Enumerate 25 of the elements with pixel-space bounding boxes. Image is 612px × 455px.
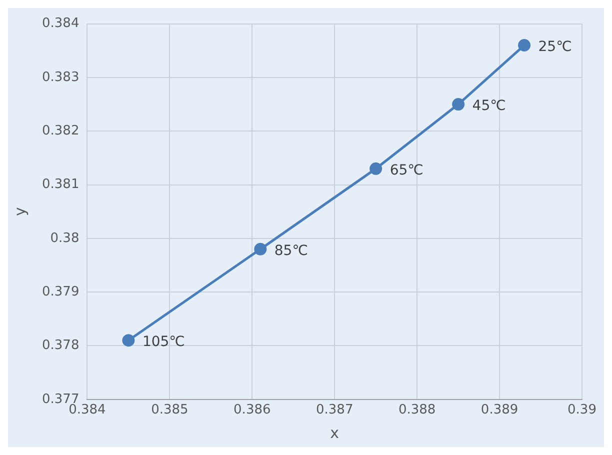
x-tick-label: 0.388	[398, 402, 436, 418]
x-axis-title: x	[330, 424, 340, 442]
x-tick-label: 0.386	[234, 402, 271, 418]
y-tick-label: 0.383	[42, 70, 80, 85]
point	[122, 334, 135, 347]
annotation: 25℃	[538, 38, 572, 55]
point	[254, 242, 267, 256]
point	[518, 39, 531, 52]
x-tick-label: 0.385	[151, 402, 188, 418]
y-tick-label: 0.38	[50, 230, 80, 246]
annotation: 85℃	[274, 242, 308, 259]
point	[370, 162, 382, 175]
y-tick-label: 0.382	[42, 123, 80, 138]
x-tick-label: 0.39	[568, 402, 596, 418]
y-tick-label: 0.379	[42, 284, 80, 300]
x-tick-label: 0.387	[316, 402, 354, 418]
y-tick-label: 0.378	[42, 338, 80, 354]
y-tick-label: 0.381	[42, 177, 80, 192]
annotation: 65℃	[390, 162, 424, 178]
annotation: 105℃	[142, 334, 185, 350]
x-tick-label: 0.389	[480, 402, 518, 418]
y-tick-label: 0.384	[42, 16, 80, 32]
annotation: 45℃	[472, 98, 506, 114]
y-axis-title: y	[10, 207, 29, 216]
point	[452, 98, 465, 111]
